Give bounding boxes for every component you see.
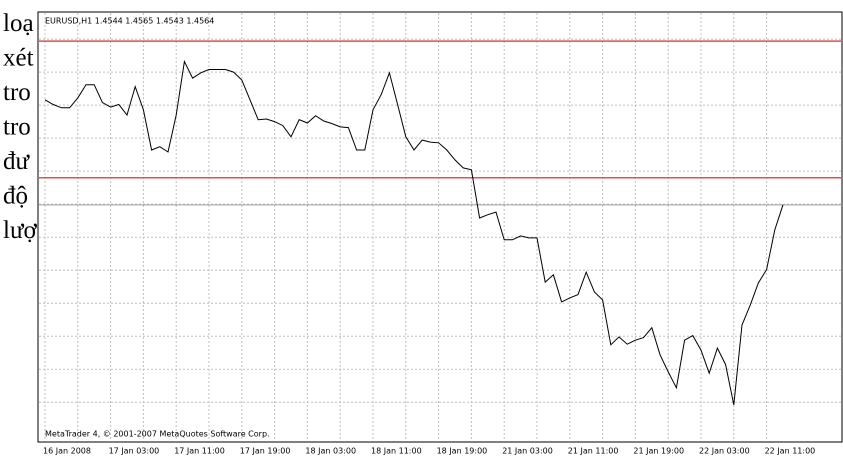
x-tick-label: 17 Jan 11:00: [174, 447, 225, 456]
x-tick-label: 21 Jan 03:00: [502, 447, 553, 456]
x-tick-label: 21 Jan 19:00: [633, 447, 684, 456]
x-tick-label: 22 Jan 03:00: [699, 447, 750, 456]
overlay-text: độ: [3, 183, 28, 210]
chart-title: EURUSD,H1 1.4544 1.4565 1.4543 1.4564: [45, 17, 214, 26]
x-tick-label: 16 Jan 2008: [43, 447, 91, 456]
x-tick-label: 21 Jan 11:00: [568, 447, 619, 456]
x-tick-label: 17 Jan 19:00: [240, 447, 291, 456]
overlay-text: đư: [3, 148, 31, 175]
footer: MetaTrader 4, © 2001-2007 MetaQuotes Sof…: [45, 430, 270, 439]
x-tick-label: 18 Jan 11:00: [371, 447, 422, 456]
x-tick-label: 18 Jan 19:00: [437, 447, 488, 456]
overlay-text: tro: [3, 114, 31, 141]
overlay-text: loạ: [3, 10, 34, 37]
overlay-text: xét: [3, 45, 34, 72]
x-tick-label: 17 Jan 03:00: [109, 447, 160, 456]
x-tick-label: 22 Jan 11:00: [765, 447, 816, 456]
overlay-text: tro: [3, 79, 31, 106]
price-line: [44, 59, 784, 405]
plot-frame: [37, 11, 843, 443]
overlay-text: lượ: [3, 217, 37, 244]
x-tick-label: 18 Jan 03:00: [305, 447, 356, 456]
